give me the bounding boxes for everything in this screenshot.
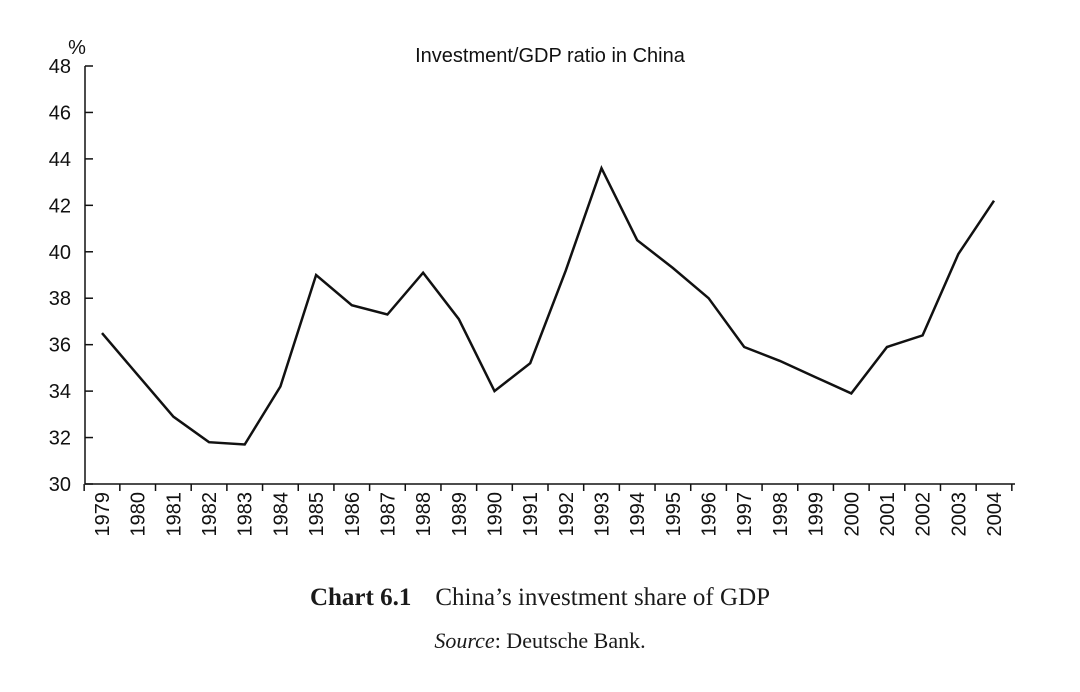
x-tick-label: 1996 <box>699 492 721 537</box>
x-tick-label: 2003 <box>948 492 970 537</box>
y-tick-label: 48 <box>49 56 71 78</box>
x-tick-label: 1989 <box>449 492 471 537</box>
y-tick-label: 34 <box>49 381 71 403</box>
y-tick-label: 30 <box>49 474 71 496</box>
x-tick-label: 1993 <box>592 492 614 537</box>
source-text: : Deutsche Bank. <box>494 628 646 653</box>
x-tick-label: 1987 <box>377 492 399 537</box>
caption-label: Chart 6.1 <box>309 584 412 611</box>
x-tick-label: 1992 <box>556 492 578 537</box>
x-tick-label: 1981 <box>163 492 185 537</box>
x-tick-label: 1985 <box>306 492 328 537</box>
y-tick-label: 32 <box>49 428 71 450</box>
y-tick-label: 46 <box>49 102 71 124</box>
x-tick-label: 2002 <box>913 492 935 537</box>
chart: Investment/GDP ratio in China % 30 32 34 36… <box>49 37 1015 537</box>
x-tick-label: 1986 <box>342 492 364 537</box>
x-tick-label: 1984 <box>270 492 292 537</box>
chart-title: Investment/GDP ratio in China <box>415 45 686 67</box>
source-label: Source <box>434 628 495 653</box>
y-tick-label: 44 <box>49 149 71 171</box>
x-tick-label: 1990 <box>484 492 506 537</box>
x-ticks: 1979 1980 1981 1982 1983 1984 1985 1986 1987 1988… <box>83 484 1013 537</box>
x-tick-label: 1994 <box>627 492 649 537</box>
y-axis-unit-label: % <box>68 37 86 59</box>
x-tick-label: 2004 <box>984 492 1006 537</box>
x-tick-label: 1997 <box>734 492 756 537</box>
series-line <box>101 164 996 446</box>
x-tick-label: 1999 <box>806 492 828 537</box>
y-tick-label: 38 <box>49 288 71 310</box>
y-ticks: 30 32 34 36 38 40 42 44 46 48 <box>49 56 93 496</box>
x-tick-label: 1980 <box>128 492 150 537</box>
x-tick-label: 1991 <box>520 492 542 537</box>
figure-caption: Chart 6.1 China’s investment share of GDP <box>0 584 1080 612</box>
x-tick-label: 1998 <box>770 492 792 537</box>
x-tick-label: 2001 <box>877 492 899 537</box>
x-tick-label: 1982 <box>199 492 221 537</box>
source-note: Source: Deutsche Bank. <box>0 628 1080 654</box>
y-tick-label: 40 <box>49 242 71 264</box>
x-tick-label: 1988 <box>413 492 435 537</box>
caption-text: China’s investment share of GDP <box>435 584 771 611</box>
y-tick-label: 36 <box>49 335 71 357</box>
y-tick-label: 42 <box>49 195 71 217</box>
x-tick-label: 1983 <box>235 492 257 537</box>
x-tick-label: 2000 <box>841 492 863 537</box>
x-tick-label: 1995 <box>663 492 685 537</box>
x-tick-label: 1979 <box>92 492 114 537</box>
